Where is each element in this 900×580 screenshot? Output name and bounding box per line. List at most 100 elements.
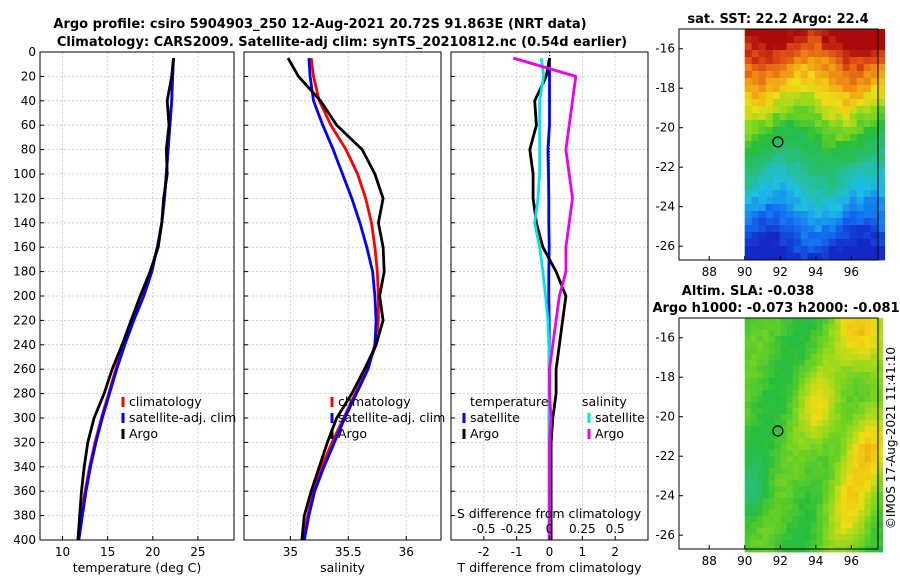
heatmap-cell: [765, 162, 774, 170]
heatmap-cell: [758, 197, 767, 205]
heatmap-cell: [810, 318, 818, 325]
heatmap-cell: [768, 390, 776, 397]
heatmap-cell: [780, 528, 788, 535]
heatmap-cell: [810, 528, 818, 535]
map-y-tick-label: -22: [655, 449, 675, 463]
heatmap-cell: [779, 113, 788, 121]
heatmap-cell: [828, 336, 836, 343]
heatmap-cell: [852, 522, 860, 529]
heatmap-cell: [828, 120, 837, 128]
heatmap-cell: [751, 225, 760, 233]
heatmap-cell: [800, 64, 809, 72]
heatmap-cell: [849, 253, 858, 261]
heatmap-cell: [774, 354, 782, 361]
heatmap-cell: [852, 366, 860, 373]
heatmap-cell: [744, 92, 753, 100]
heatmap-cell: [816, 324, 824, 331]
heatmap-cell: [828, 462, 836, 469]
map-heatmap-cells: [744, 29, 886, 261]
heatmap-cell: [840, 390, 848, 397]
heatmap-cell: [840, 510, 848, 517]
heatmap-cell: [772, 127, 781, 135]
heatmap-cell: [863, 141, 872, 149]
heatmap-cell: [786, 402, 794, 409]
heatmap-cell: [744, 162, 753, 170]
heatmap-cell: [828, 432, 836, 439]
heatmap-cell: [750, 360, 758, 367]
heatmap-cell: [870, 29, 879, 37]
heatmap-cell: [750, 498, 758, 505]
heatmap-cell: [793, 120, 802, 128]
heatmap-cell: [816, 402, 824, 409]
heatmap-cell: [863, 85, 872, 93]
heatmap-cell: [856, 43, 865, 51]
heatmap-cell: [744, 176, 753, 184]
series-line-s-argo: [513, 56, 578, 540]
heatmap-cell: [744, 218, 753, 226]
heatmap-cell: [768, 348, 776, 355]
heatmap-cell: [870, 78, 879, 86]
heatmap-cell: [768, 528, 776, 535]
heatmap-cell: [870, 426, 878, 433]
heatmap-cell: [810, 390, 818, 397]
heatmap-cell: [852, 324, 860, 331]
heatmap-cell: [751, 155, 760, 163]
heatmap-cell: [750, 330, 758, 337]
heatmap-cell: [840, 360, 848, 367]
heatmap-cell: [758, 190, 767, 198]
heatmap-cell: [828, 528, 836, 535]
heatmap-cell: [765, 85, 774, 93]
heatmap-cell: [828, 246, 837, 254]
heatmap-cell: [876, 342, 884, 349]
heatmap-cell: [792, 396, 800, 403]
heatmap-cell: [846, 390, 854, 397]
heatmap-cell: [858, 480, 866, 487]
heatmap-cell: [822, 324, 830, 331]
s-tick-label: -0.25: [501, 522, 532, 536]
heatmap-cell: [814, 99, 823, 107]
heatmap-cell: [816, 504, 824, 511]
heatmap-cell: [849, 141, 858, 149]
heatmap-cell: [792, 462, 800, 469]
heatmap-cell: [821, 57, 830, 65]
heatmap-cell: [834, 420, 842, 427]
heatmap-cell: [835, 43, 844, 51]
heatmap-cell: [876, 354, 884, 361]
heatmap-cell: [744, 510, 752, 517]
heatmap-cell: [842, 239, 851, 247]
heatmap-cell: [821, 253, 830, 261]
heatmap-cell: [786, 155, 795, 163]
heatmap-cell: [751, 113, 760, 121]
heatmap-cell: [786, 85, 795, 93]
heatmap-cell: [821, 85, 830, 93]
heatmap-cell: [807, 57, 816, 65]
heatmap-cell: [758, 99, 767, 107]
heatmap-cell: [814, 50, 823, 58]
heatmap-cell: [828, 218, 837, 226]
heatmap-cell: [876, 348, 884, 355]
heatmap-cell: [765, 190, 774, 198]
heatmap-cell: [750, 444, 758, 451]
heatmap-cell: [786, 211, 795, 219]
heatmap-cell: [852, 474, 860, 481]
heatmap-cell: [765, 71, 774, 79]
heatmap-cell: [798, 378, 806, 385]
heatmap-cell: [842, 148, 851, 156]
heatmap-cell: [744, 197, 753, 205]
heatmap-cell: [744, 134, 753, 142]
heatmap-cell: [772, 43, 781, 51]
heatmap-cell: [834, 360, 842, 367]
heatmap-cell: [876, 522, 884, 529]
y-tick-label: 0: [28, 45, 36, 59]
heatmap-cell: [822, 516, 830, 523]
series-line-argo: [286, 57, 386, 540]
heatmap-cell: [800, 120, 809, 128]
heatmap-cell: [800, 50, 809, 58]
x-tick-label: 25: [190, 545, 205, 559]
heatmap-cell: [772, 197, 781, 205]
heatmap-cell: [744, 253, 753, 261]
heatmap-cell: [842, 197, 851, 205]
heatmap-cell: [780, 492, 788, 499]
heatmap-cell: [768, 372, 776, 379]
heatmap-cell: [798, 336, 806, 343]
